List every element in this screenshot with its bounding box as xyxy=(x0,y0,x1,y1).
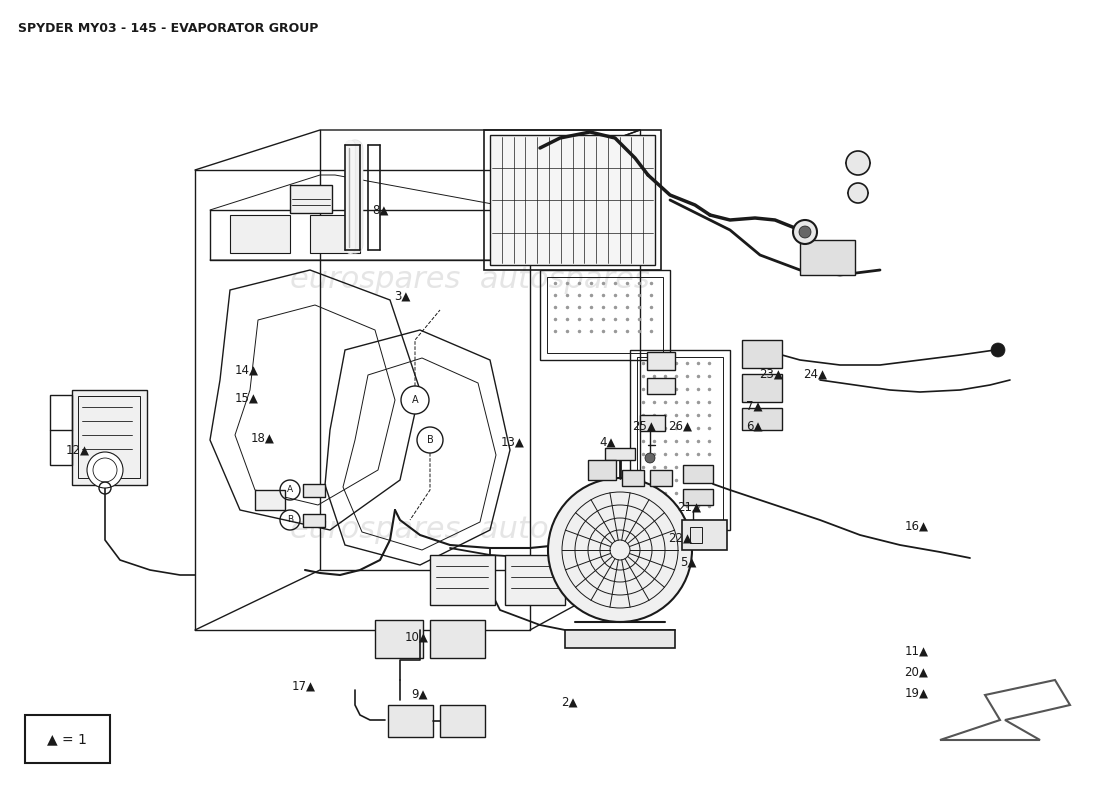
Text: eurospares  autospares: eurospares autospares xyxy=(290,515,650,545)
Bar xyxy=(302,484,324,497)
Bar xyxy=(388,705,433,737)
Bar xyxy=(430,620,485,658)
Bar xyxy=(547,277,663,353)
Bar xyxy=(742,374,782,402)
Text: 16▲: 16▲ xyxy=(904,520,928,533)
Circle shape xyxy=(548,478,692,622)
Bar xyxy=(72,390,147,485)
Text: 7▲: 7▲ xyxy=(746,399,762,412)
Text: eurospares  autospares: eurospares autospares xyxy=(290,266,650,294)
Bar xyxy=(637,357,723,523)
Text: 13▲: 13▲ xyxy=(500,436,525,449)
Text: 10▲: 10▲ xyxy=(405,630,429,643)
Text: 8▲: 8▲ xyxy=(372,203,388,216)
Bar xyxy=(78,396,140,478)
Bar xyxy=(690,527,702,543)
Bar xyxy=(302,514,324,527)
Bar xyxy=(683,489,713,505)
Bar xyxy=(230,215,290,253)
Bar xyxy=(310,215,360,253)
Bar xyxy=(375,620,424,658)
Bar xyxy=(484,130,661,270)
Text: 23▲: 23▲ xyxy=(759,367,783,380)
Text: 17▲: 17▲ xyxy=(292,680,316,693)
Text: 2▲: 2▲ xyxy=(561,696,578,709)
Text: B: B xyxy=(287,515,293,525)
Circle shape xyxy=(645,453,654,463)
Bar xyxy=(505,555,565,605)
Bar xyxy=(565,630,675,648)
Text: 14▲: 14▲ xyxy=(234,363,258,376)
Bar xyxy=(682,520,727,550)
Text: SPYDER MY03 - 145 - EVAPORATOR GROUP: SPYDER MY03 - 145 - EVAPORATOR GROUP xyxy=(18,22,318,35)
Bar xyxy=(742,408,782,430)
Bar xyxy=(647,352,675,370)
Bar xyxy=(742,340,782,368)
Bar xyxy=(50,395,72,465)
Text: 3▲: 3▲ xyxy=(394,290,410,302)
Text: ▲ = 1: ▲ = 1 xyxy=(47,732,87,746)
Bar xyxy=(588,460,616,480)
Text: 24▲: 24▲ xyxy=(803,367,827,380)
Text: 11▲: 11▲ xyxy=(904,645,928,658)
Bar xyxy=(630,350,730,530)
Bar xyxy=(490,135,654,265)
Text: 25▲: 25▲ xyxy=(632,419,657,432)
Bar xyxy=(430,555,495,605)
Bar xyxy=(647,378,675,394)
Bar xyxy=(800,240,855,275)
Circle shape xyxy=(991,343,1005,357)
Bar xyxy=(683,465,713,483)
Text: B: B xyxy=(427,435,433,445)
Text: 9▲: 9▲ xyxy=(411,688,428,701)
Circle shape xyxy=(402,386,429,414)
Circle shape xyxy=(848,183,868,203)
Text: 19▲: 19▲ xyxy=(904,686,928,699)
Bar xyxy=(25,715,110,763)
Text: 6▲: 6▲ xyxy=(746,420,762,433)
Text: 26▲: 26▲ xyxy=(668,419,692,432)
Circle shape xyxy=(846,151,870,175)
Bar xyxy=(540,270,670,360)
Text: 15▲: 15▲ xyxy=(234,392,258,405)
Bar xyxy=(290,185,332,213)
Text: 18▲: 18▲ xyxy=(251,432,275,445)
Circle shape xyxy=(94,458,117,482)
Text: 5▲: 5▲ xyxy=(680,555,696,568)
Text: A: A xyxy=(287,486,293,494)
Circle shape xyxy=(87,452,123,488)
Bar xyxy=(650,470,672,486)
Bar xyxy=(440,705,485,737)
Circle shape xyxy=(799,226,811,238)
Circle shape xyxy=(417,427,443,453)
Text: 21▲: 21▲ xyxy=(678,501,702,514)
Circle shape xyxy=(793,220,817,244)
Text: 22▲: 22▲ xyxy=(668,531,692,544)
Bar xyxy=(605,448,635,460)
Bar xyxy=(640,415,666,431)
Text: 20▲: 20▲ xyxy=(904,666,928,678)
Text: 4▲: 4▲ xyxy=(600,436,616,449)
Text: A: A xyxy=(411,395,418,405)
Bar xyxy=(255,490,285,510)
Bar xyxy=(621,470,643,486)
Text: 12▲: 12▲ xyxy=(66,443,90,456)
